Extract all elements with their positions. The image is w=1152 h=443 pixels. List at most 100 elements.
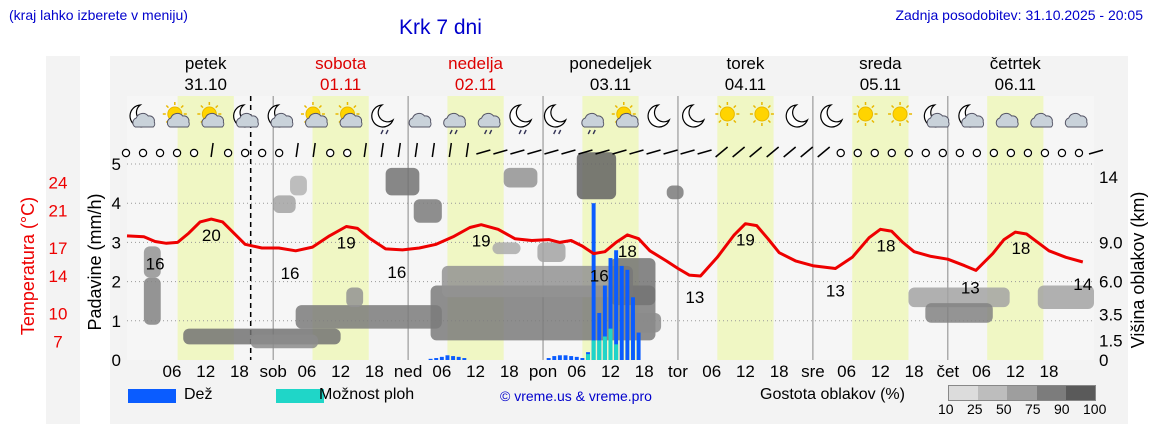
cloud-icon bbox=[1030, 112, 1054, 128]
temperature-label: 18 bbox=[618, 242, 637, 261]
rain-bar bbox=[456, 356, 461, 360]
showers-bar bbox=[591, 340, 596, 360]
time-tick: 12 bbox=[1006, 362, 1025, 381]
cloud-height-tick: 0 bbox=[1099, 351, 1108, 370]
cloud-rain-icon bbox=[581, 112, 605, 135]
rain-bar bbox=[631, 297, 635, 360]
time-tick: 12 bbox=[871, 362, 890, 381]
wind-barb-icon bbox=[465, 142, 470, 158]
wind-barb-icon bbox=[397, 142, 402, 158]
cloud-patch bbox=[441, 265, 633, 298]
moon-rain-icon bbox=[543, 104, 568, 135]
rain-bar bbox=[428, 358, 433, 360]
wind-barb-icon bbox=[732, 146, 746, 158]
day-date: 03.11 bbox=[590, 75, 631, 94]
temperature-label: 16 bbox=[387, 263, 406, 282]
cloud-height-axis-label: Višina oblakov (km) bbox=[1128, 192, 1148, 349]
showers-bar bbox=[597, 340, 602, 360]
time-tick: 06 bbox=[297, 362, 316, 381]
cloud-height-tick: 9.0 bbox=[1099, 233, 1123, 252]
rain-bar bbox=[619, 265, 624, 360]
cloud-patch bbox=[295, 305, 442, 329]
wind-calm-icon bbox=[904, 148, 913, 158]
wind-calm-icon bbox=[223, 148, 233, 158]
moon-icon bbox=[820, 104, 844, 128]
cloud-density-tick: 25 bbox=[967, 401, 983, 417]
cloud-icon bbox=[1064, 112, 1088, 128]
sun-cloud-icon bbox=[300, 102, 328, 128]
cloud-density-scale bbox=[948, 385, 1096, 401]
page-title: Krk 7 dni bbox=[399, 16, 482, 39]
cloud-patch bbox=[346, 287, 364, 308]
wind-barb-icon bbox=[612, 149, 627, 155]
wind-barb-icon bbox=[380, 142, 385, 158]
rain-legend-label: Dež bbox=[184, 386, 213, 403]
temperature-tick: 14 bbox=[49, 267, 68, 286]
temperature-label: 18 bbox=[1011, 239, 1030, 258]
temperature-label: 19 bbox=[337, 234, 356, 253]
rain-bar bbox=[439, 356, 444, 360]
day-abbr-tick: ned bbox=[394, 362, 422, 381]
moon-icon bbox=[785, 104, 809, 128]
temperature-label: 19 bbox=[472, 232, 491, 251]
wind-calm-icon bbox=[955, 148, 965, 158]
rain-bar bbox=[434, 358, 439, 360]
wind-calm-icon bbox=[836, 148, 845, 158]
wind-calm-icon bbox=[155, 148, 165, 158]
cloud-density-ticks: 10 25 50 75 90 100 bbox=[938, 401, 1108, 417]
wind-calm-icon bbox=[326, 148, 335, 158]
moon-cloud-icon bbox=[233, 104, 259, 128]
wind-calm-icon bbox=[1074, 148, 1084, 158]
day-date: 04.11 bbox=[725, 75, 766, 94]
cloud-patch bbox=[908, 287, 1010, 308]
wind-calm-icon bbox=[870, 148, 879, 158]
sun-icon bbox=[749, 102, 774, 126]
temperature-label: 14 bbox=[1073, 275, 1092, 294]
showers-bar bbox=[602, 336, 607, 360]
temperature-label: 20 bbox=[202, 226, 221, 245]
time-tick: 18 bbox=[905, 362, 924, 381]
wind-calm-icon bbox=[172, 148, 182, 158]
day-abbr-tick: tor bbox=[668, 362, 688, 381]
cloud-patch bbox=[1037, 285, 1094, 310]
day-name: nedelja bbox=[448, 54, 503, 73]
day-name: ponedeljek bbox=[569, 54, 652, 73]
wind-barb-icon bbox=[510, 149, 525, 155]
wind-barb-icon bbox=[295, 142, 299, 158]
wind-calm-icon bbox=[240, 148, 250, 158]
wind-barb-icon bbox=[578, 149, 593, 155]
day-abbr-tick: sre bbox=[801, 362, 825, 381]
wind-calm-icon bbox=[972, 148, 982, 158]
cloud-density-tick: 10 bbox=[938, 401, 954, 417]
temperature-tick: 21 bbox=[49, 202, 68, 221]
cloud-patch bbox=[273, 195, 296, 213]
wind-barb-icon bbox=[629, 149, 644, 155]
wind-barb-icon bbox=[476, 149, 491, 155]
cloud-patch bbox=[925, 303, 993, 323]
wind-barb-icon bbox=[715, 146, 729, 158]
wind-barb-icon bbox=[783, 146, 797, 158]
moon-cloud-icon bbox=[267, 104, 294, 128]
day-name: sreda bbox=[859, 54, 902, 73]
wind-calm-icon bbox=[989, 148, 999, 158]
rain-bar bbox=[580, 358, 585, 360]
cloud-patch bbox=[143, 277, 161, 325]
daylight-band bbox=[717, 96, 774, 360]
rain-bar bbox=[569, 356, 574, 360]
time-tick: 18 bbox=[635, 362, 654, 381]
cloud-patch bbox=[503, 167, 538, 188]
wind-barb-icon bbox=[749, 146, 763, 158]
cloud-icon bbox=[408, 112, 432, 128]
wind-calm-icon bbox=[257, 148, 267, 158]
day-name: torek bbox=[727, 54, 765, 73]
wind-barb-icon bbox=[680, 149, 695, 155]
rain-bar bbox=[445, 355, 450, 360]
sun-icon bbox=[888, 102, 913, 126]
cloud-patch bbox=[413, 199, 442, 223]
rain-legend-swatch bbox=[128, 389, 176, 403]
temperature-axis-label: Temperatura (°C) bbox=[18, 197, 38, 335]
cloud-patch bbox=[666, 185, 684, 200]
temperature-label: 13 bbox=[826, 282, 845, 301]
wind-calm-icon bbox=[1040, 148, 1050, 158]
sun-cloud-icon bbox=[162, 102, 190, 128]
